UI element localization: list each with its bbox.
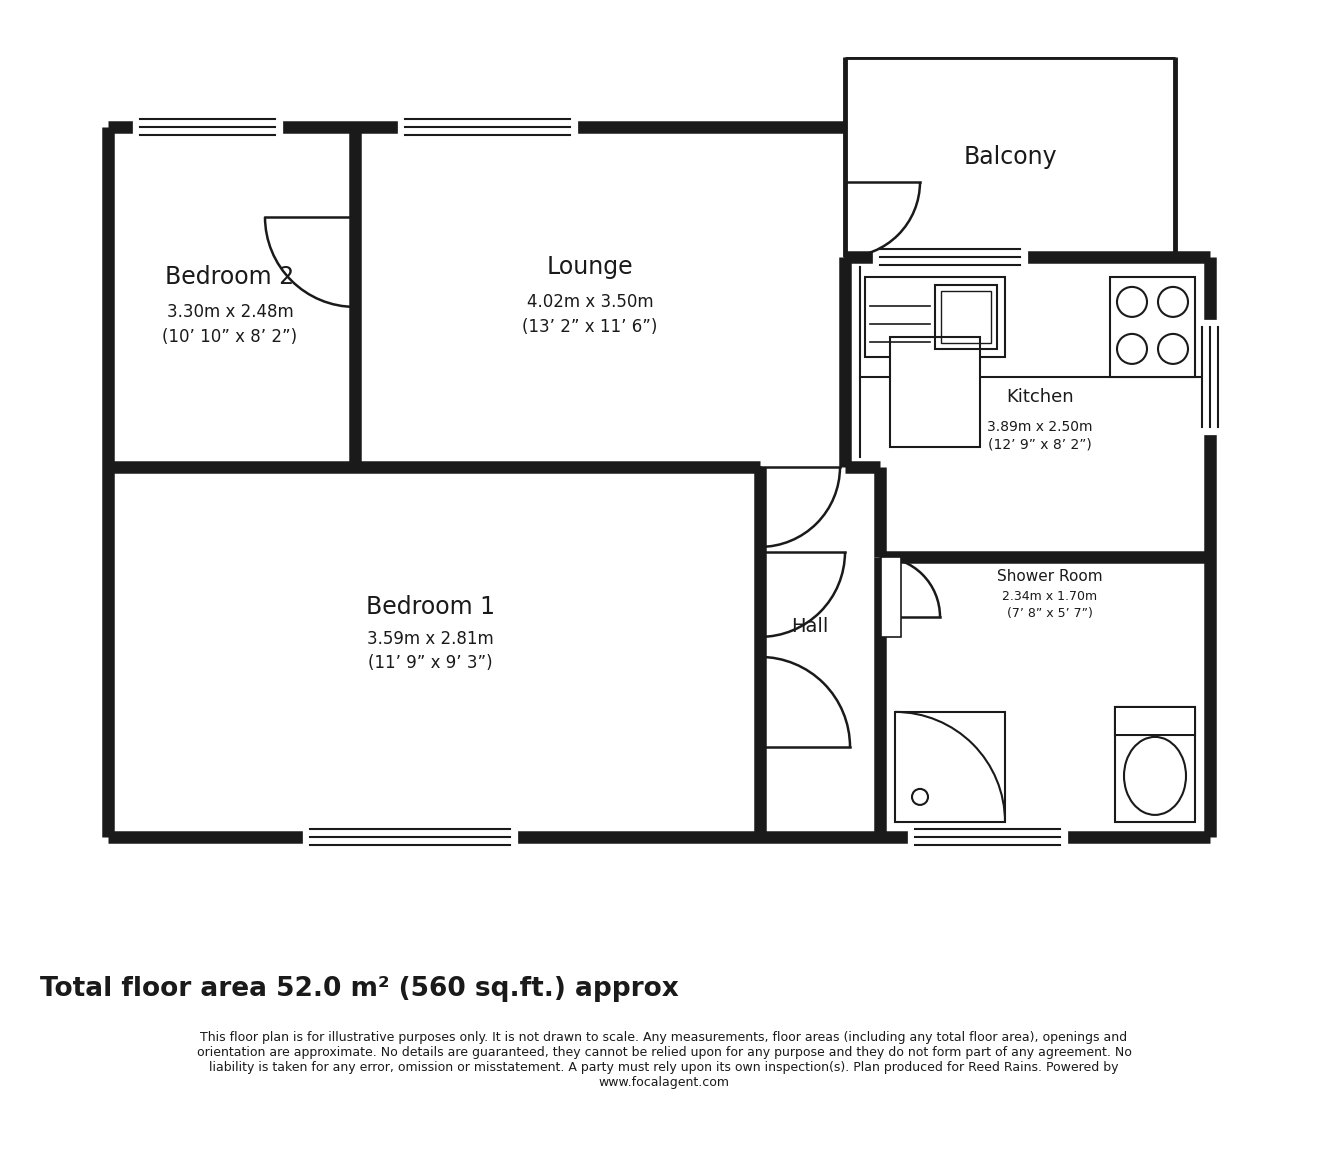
- Polygon shape: [113, 127, 355, 462]
- Circle shape: [1117, 334, 1147, 364]
- Text: This floor plan is for illustrative purposes only. It is not drawn to scale. Any: This floor plan is for illustrative purp…: [197, 1031, 1131, 1089]
- Polygon shape: [360, 127, 841, 462]
- Text: (12’ 9” x 8’ 2”): (12’ 9” x 8’ 2”): [988, 437, 1092, 452]
- Text: Shower Room: Shower Room: [997, 570, 1102, 585]
- Circle shape: [1158, 287, 1189, 317]
- Text: 2.34m x 1.70m: 2.34m x 1.70m: [1003, 590, 1097, 603]
- Text: Total floor area 52.0 m² (560 sq.ft.) approx: Total floor area 52.0 m² (560 sq.ft.) ap…: [40, 976, 679, 1001]
- Text: (11’ 9” x 9’ 3”): (11’ 9” x 9’ 3”): [368, 654, 493, 672]
- Text: (10’ 10” x 8’ 2”): (10’ 10” x 8’ 2”): [162, 328, 297, 346]
- Polygon shape: [1116, 707, 1195, 822]
- Polygon shape: [1110, 277, 1195, 376]
- Text: (13’ 2” x 11’ 6”): (13’ 2” x 11’ 6”): [522, 318, 657, 336]
- Circle shape: [912, 788, 928, 805]
- Circle shape: [1158, 334, 1189, 364]
- Text: Bedroom 1: Bedroom 1: [365, 595, 494, 619]
- Polygon shape: [1116, 708, 1194, 734]
- Text: (7’ 8” x 5’ 7”): (7’ 8” x 5’ 7”): [1007, 608, 1093, 620]
- Text: Hall: Hall: [791, 617, 829, 637]
- Polygon shape: [880, 557, 900, 637]
- Polygon shape: [765, 467, 875, 832]
- Polygon shape: [113, 467, 760, 832]
- Polygon shape: [850, 257, 1210, 462]
- Text: Bedroom 2: Bedroom 2: [166, 265, 295, 289]
- Polygon shape: [865, 277, 1005, 357]
- Text: Balcony: Balcony: [963, 145, 1057, 169]
- Text: 4.02m x 3.50m: 4.02m x 3.50m: [527, 292, 653, 311]
- Text: 3.30m x 2.48m: 3.30m x 2.48m: [166, 303, 293, 321]
- Polygon shape: [890, 337, 980, 447]
- Text: Lounge: Lounge: [547, 254, 633, 279]
- Polygon shape: [845, 467, 884, 552]
- Polygon shape: [884, 557, 1210, 832]
- Polygon shape: [895, 712, 1005, 822]
- Text: Kitchen: Kitchen: [1007, 388, 1074, 406]
- Polygon shape: [849, 56, 1173, 254]
- Text: 3.59m x 2.81m: 3.59m x 2.81m: [367, 630, 494, 648]
- Circle shape: [1117, 287, 1147, 317]
- Text: 3.89m x 2.50m: 3.89m x 2.50m: [987, 420, 1093, 434]
